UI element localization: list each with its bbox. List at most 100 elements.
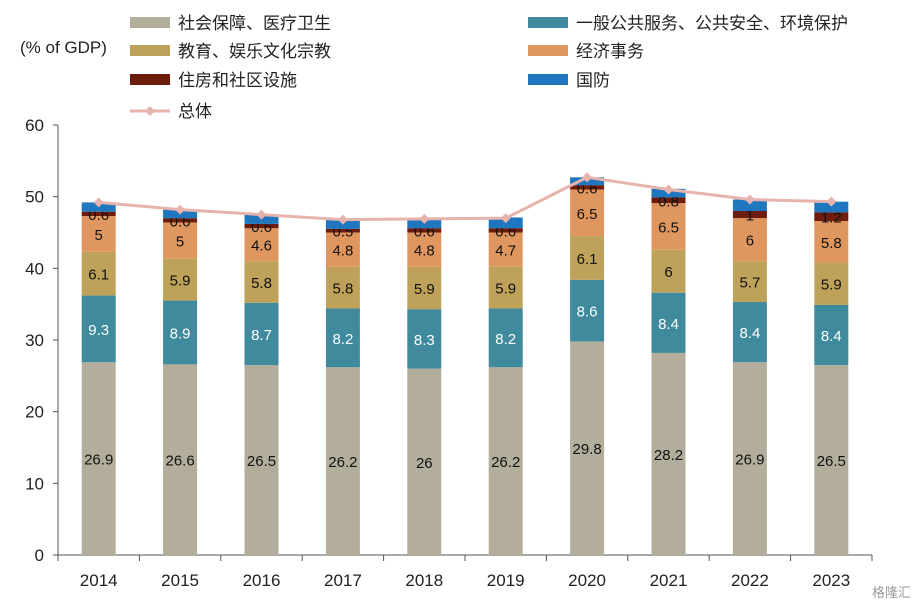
data-label: 8.2 bbox=[495, 331, 516, 348]
legend-label: 社会保障、医疗卫生 bbox=[178, 14, 331, 33]
legend-swatch bbox=[130, 74, 170, 85]
x-tick-label: 2021 bbox=[650, 571, 688, 590]
bar-segment bbox=[570, 279, 605, 342]
x-tick-label: 2016 bbox=[243, 571, 281, 590]
bar-segment bbox=[651, 203, 686, 250]
y-tick-label: 20 bbox=[25, 403, 44, 422]
bar-segment bbox=[407, 228, 442, 233]
bar-segment bbox=[488, 266, 523, 309]
bar-segment bbox=[732, 362, 767, 555]
bar-segment bbox=[244, 365, 279, 555]
bar-segment bbox=[163, 222, 198, 259]
legend-line-marker bbox=[145, 106, 155, 116]
bar-segment bbox=[570, 236, 605, 280]
bar-segment bbox=[814, 212, 849, 222]
total-point bbox=[337, 214, 348, 225]
bar-segment bbox=[325, 308, 360, 368]
data-label: 5 bbox=[95, 227, 103, 244]
x-tick-label: 2018 bbox=[405, 571, 443, 590]
legend-swatch bbox=[528, 74, 568, 85]
x-tick-label: 2023 bbox=[812, 571, 850, 590]
bar-segment bbox=[651, 292, 686, 353]
watermark-text: 格隆汇 bbox=[871, 585, 911, 600]
data-label: 0.8 bbox=[658, 193, 679, 210]
bar-segment bbox=[814, 365, 849, 555]
bar-segment bbox=[163, 218, 198, 223]
data-label: 6 bbox=[664, 264, 672, 281]
bar-segment bbox=[814, 262, 849, 305]
data-label: 8.7 bbox=[251, 327, 272, 344]
legend-swatch bbox=[130, 45, 170, 56]
bar-segment bbox=[81, 251, 116, 296]
bar-segment bbox=[81, 362, 116, 555]
bar-segment bbox=[81, 216, 116, 252]
bar-segment bbox=[570, 185, 605, 190]
legend-label: 经济事务 bbox=[576, 42, 644, 61]
bar-segment bbox=[488, 367, 523, 555]
data-label: 8.4 bbox=[821, 328, 842, 345]
legend-label: 一般公共服务、公共安全、环境保护 bbox=[576, 14, 848, 33]
bar-segment bbox=[732, 218, 767, 262]
bar-segment bbox=[163, 300, 198, 365]
y-tick-label: 0 bbox=[35, 546, 44, 565]
x-tick-label: 2019 bbox=[487, 571, 525, 590]
legend-swatch bbox=[528, 17, 568, 28]
data-label: 4.6 bbox=[251, 238, 272, 255]
bar-segment bbox=[325, 266, 360, 309]
bar-segment bbox=[814, 304, 849, 366]
y-tick-label: 30 bbox=[25, 331, 44, 350]
data-label: 26.2 bbox=[491, 454, 520, 471]
bar-segment bbox=[407, 232, 442, 267]
data-label: 6.5 bbox=[658, 219, 679, 236]
bar-segment bbox=[732, 199, 767, 211]
total-point bbox=[826, 196, 837, 207]
total-point bbox=[256, 209, 267, 220]
data-label: 29.8 bbox=[572, 441, 601, 458]
total-point bbox=[175, 204, 186, 215]
data-label: 26.6 bbox=[165, 453, 194, 470]
data-label: 26.5 bbox=[247, 453, 276, 470]
legend-swatch bbox=[528, 45, 568, 56]
y-axis-title: (% of GDP) bbox=[20, 38, 107, 57]
x-tick-label: 2017 bbox=[324, 571, 362, 590]
data-label: 8.3 bbox=[414, 332, 435, 349]
bar-segment bbox=[81, 295, 116, 363]
bar-segment bbox=[244, 228, 279, 262]
data-label: 5.9 bbox=[170, 272, 191, 289]
data-label: 6.1 bbox=[577, 251, 598, 268]
data-label: 5.8 bbox=[332, 281, 353, 298]
legend-label: 住房和社区设施 bbox=[178, 71, 297, 90]
data-label: 26.9 bbox=[735, 452, 764, 469]
total-point bbox=[744, 194, 755, 205]
bar-segment bbox=[732, 211, 767, 219]
bar-segment bbox=[244, 302, 279, 366]
bar-segment bbox=[732, 302, 767, 363]
data-label: 6.1 bbox=[88, 267, 109, 284]
bar-segment bbox=[488, 232, 523, 267]
bar-segment bbox=[244, 261, 279, 303]
total-line bbox=[98, 175, 832, 222]
bar-segment bbox=[81, 211, 116, 217]
bar-segment bbox=[325, 367, 360, 555]
x-tick-label: 2022 bbox=[731, 571, 769, 590]
data-label: 4.8 bbox=[414, 243, 435, 260]
data-label: 5.7 bbox=[739, 275, 760, 292]
bar-segment bbox=[814, 201, 849, 213]
data-label: 5.9 bbox=[495, 280, 516, 297]
total-point bbox=[663, 184, 674, 195]
bar-segment bbox=[163, 258, 198, 301]
data-label: 5.8 bbox=[251, 275, 272, 292]
data-label: 4.8 bbox=[332, 243, 353, 260]
bar-segment bbox=[407, 368, 442, 555]
bar-segment bbox=[325, 228, 360, 233]
total-point bbox=[93, 197, 104, 208]
bar-segment bbox=[244, 223, 279, 229]
bar-segment bbox=[651, 352, 686, 555]
y-tick-label: 60 bbox=[25, 116, 44, 135]
bar-segment bbox=[407, 309, 442, 369]
bar-segment bbox=[325, 232, 360, 267]
x-tick-label: 2015 bbox=[161, 571, 199, 590]
data-label: 6.5 bbox=[577, 206, 598, 223]
